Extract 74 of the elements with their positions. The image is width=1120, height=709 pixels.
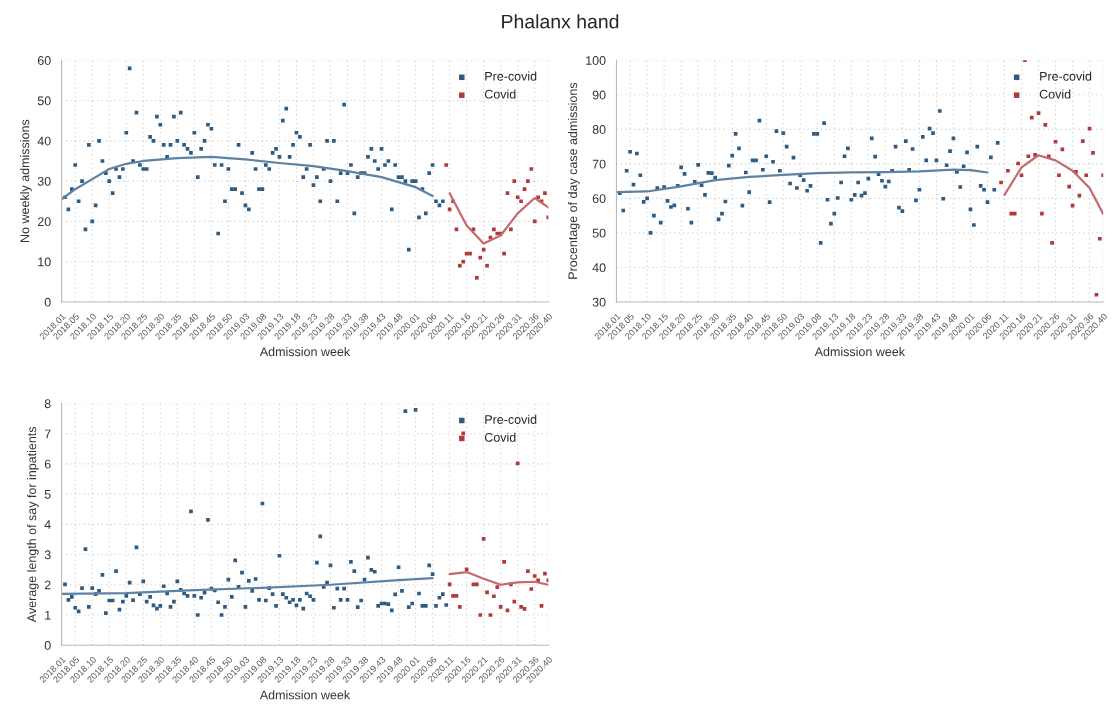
point [1091, 150, 1095, 155]
point [485, 263, 489, 268]
y-tick-label: 50 [37, 96, 51, 106]
point [1097, 236, 1102, 241]
y-tick-label: 70 [592, 159, 606, 169]
point [1084, 173, 1089, 178]
point [451, 594, 455, 598]
y-tick-label: 1 [45, 610, 51, 620]
point [458, 263, 462, 268]
point [1050, 241, 1054, 245]
y-tick-label: 8 [44, 399, 51, 409]
point [485, 590, 489, 595]
point [515, 195, 520, 200]
point [475, 275, 479, 280]
y-tick-label: 60 [592, 194, 606, 204]
x-axis-title: Admission week [259, 346, 351, 357]
point [1057, 173, 1061, 178]
legend-label: Pre-covid [1040, 71, 1092, 81]
point [502, 559, 506, 564]
point [512, 599, 517, 604]
point [1006, 168, 1010, 173]
legend-label: Pre-covid [485, 414, 537, 424]
point [512, 179, 517, 183]
point [526, 569, 530, 574]
y-tick-label: 0 [44, 297, 51, 307]
y-tick-label: 40 [37, 136, 51, 146]
y-tick-label: 60 [37, 56, 51, 65]
x-axis-title: Admission week [259, 690, 351, 700]
point [519, 604, 523, 609]
point [458, 604, 462, 609]
point [546, 578, 549, 583]
y-tick-label: 7 [44, 429, 51, 439]
point [492, 594, 496, 599]
y-tick-label: 80 [592, 125, 606, 134]
y-axis-title: Average length of say for inpatients [27, 426, 39, 623]
point [1026, 154, 1031, 159]
point [519, 199, 523, 204]
y-tick-label: 10 [38, 257, 51, 267]
y-tick-label: 4 [44, 520, 51, 529]
y-axis-title: Procentage of day case admissions [567, 82, 580, 279]
y-tick-label: 90 [592, 90, 606, 100]
y-tick-label: 0 [44, 640, 51, 650]
point [478, 613, 483, 617]
point [1080, 139, 1085, 143]
y-axis-title: No weekly admissions [20, 119, 32, 242]
y-tick-label: 5 [44, 490, 51, 499]
point [515, 461, 520, 466]
y-tick-label: 100 [586, 56, 606, 65]
y-tick-label: 30 [592, 297, 606, 307]
point [532, 574, 537, 578]
point [444, 163, 449, 167]
point [543, 191, 547, 196]
y-tick-label: 50 [592, 228, 606, 238]
legend-label: Covid [484, 89, 516, 99]
y-tick-label: 2 [44, 580, 51, 590]
y-tick-label: 6 [44, 459, 51, 469]
point [529, 167, 534, 171]
y-tick-label: 30 [37, 176, 51, 186]
y-tick-label: 40 [592, 263, 606, 273]
y-tick-label: 3 [44, 550, 51, 560]
point [1043, 123, 1048, 127]
legend-label: Covid [484, 432, 516, 442]
point [1101, 173, 1104, 178]
legend-label: Covid [1039, 89, 1071, 99]
point [536, 195, 540, 200]
point [529, 587, 534, 591]
chart-title: Phalanx hand [502, 14, 619, 29]
x-axis-title: Admission week [814, 346, 906, 357]
y-tick-label: 20 [37, 217, 51, 227]
point [526, 179, 530, 183]
point [498, 604, 503, 609]
legend-label: Pre-covid [485, 71, 537, 81]
point [461, 259, 466, 264]
point [495, 585, 500, 590]
